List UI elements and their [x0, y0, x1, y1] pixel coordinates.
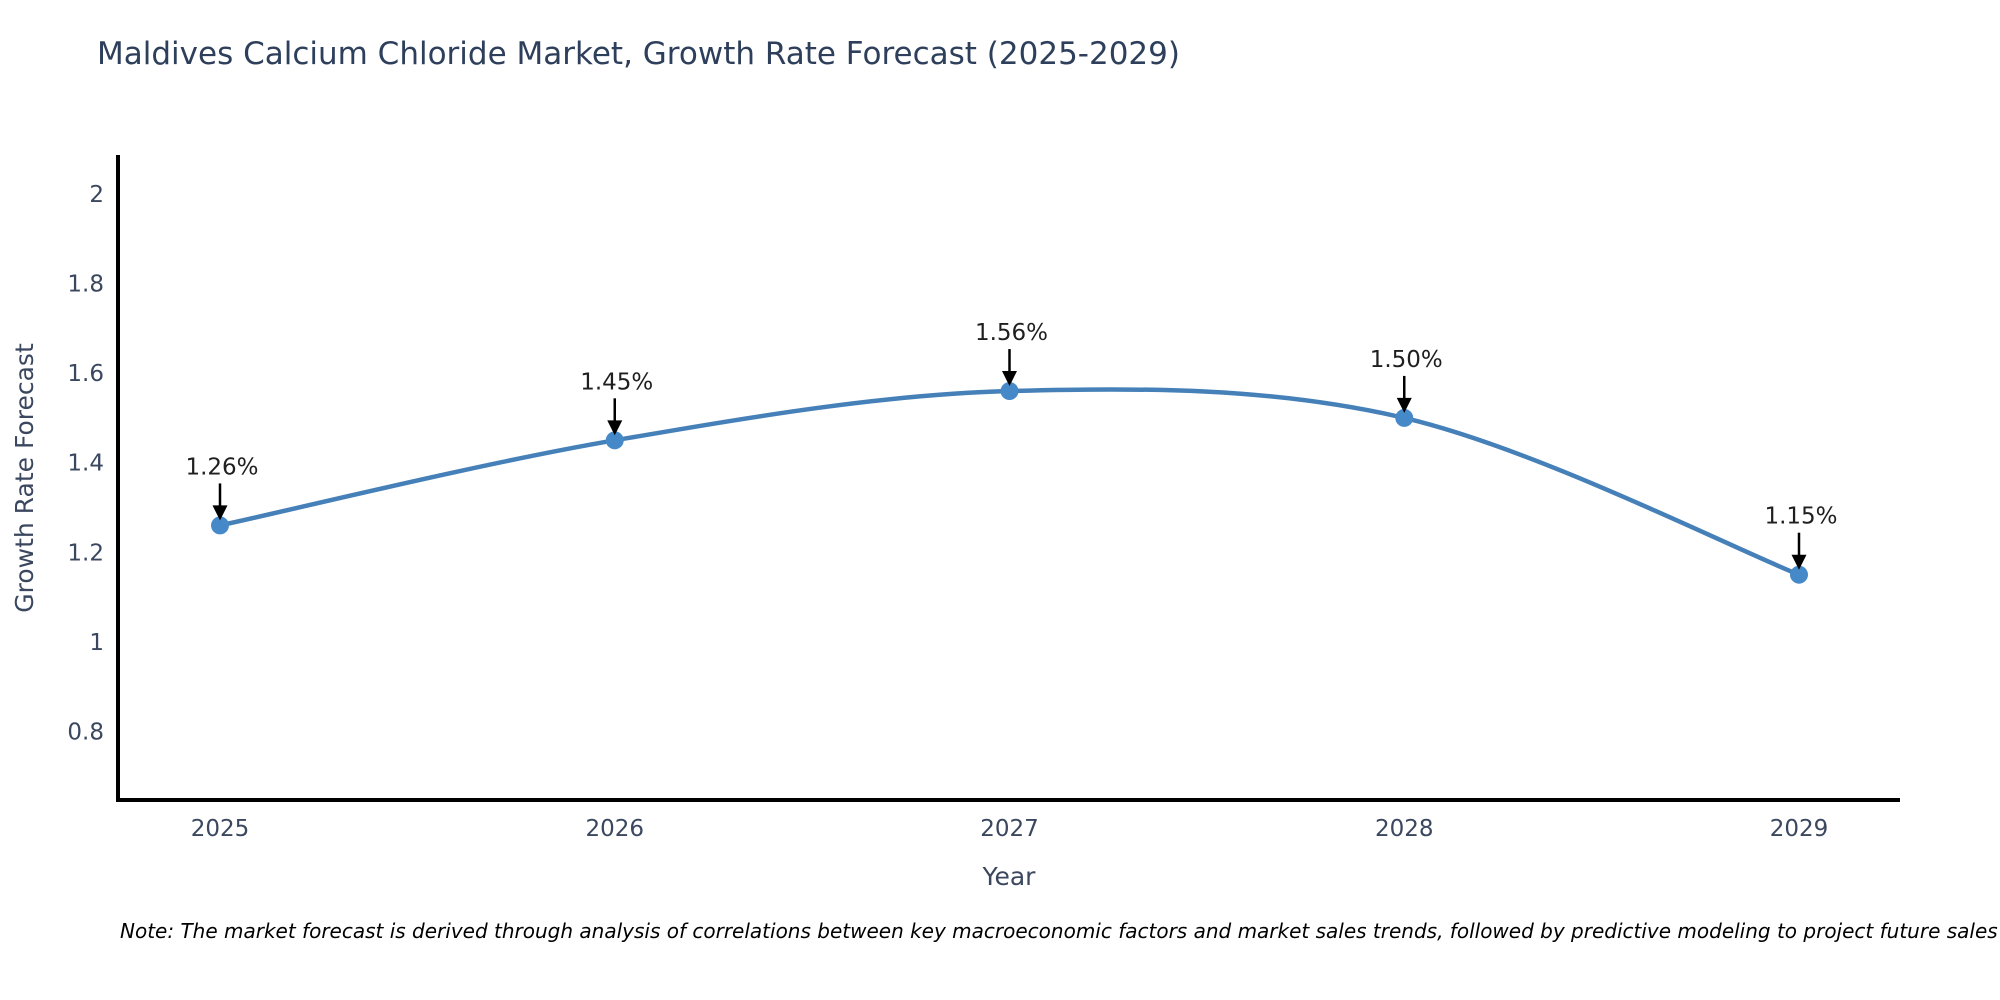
y-axis-title: Growth Rate Forecast [10, 343, 39, 613]
x-tick-label: 2029 [1770, 816, 1829, 842]
chart-note: Note: The market forecast is derived thr… [120, 919, 1998, 943]
series-layer [211, 382, 1808, 584]
data-point-marker [1000, 382, 1019, 401]
annotation-arrowhead-icon [1396, 397, 1412, 413]
data-point-marker [211, 516, 229, 535]
ticks-layer: 2 1.8 1.6 1.4 1.2 1 0.8 2025 2026 2027 2028 2029 [67, 182, 1828, 842]
chart-title: Maldives Calcium Chloride Market, Growth… [97, 36, 1180, 72]
x-tick-label: 2026 [585, 816, 644, 842]
data-point-marker [1790, 565, 1808, 584]
x-tick-label: 2028 [1375, 816, 1434, 842]
data-point-label: 1.26% [185, 454, 258, 480]
y-tick-label: 1.6 [67, 361, 104, 387]
y-tick-label: 1 [89, 630, 104, 656]
y-tick-label: 1.2 [67, 540, 104, 566]
data-point-label: 1.50% [1370, 347, 1443, 373]
annotations-layer: 1.26% 1.45% 1.56% 1.50% 1.15% [185, 320, 1838, 570]
annotation-arrowhead-icon [1791, 554, 1807, 570]
data-point-label: 1.56% [975, 320, 1048, 346]
annotation-arrowhead-icon [607, 420, 623, 436]
annotation-arrowhead-icon [212, 505, 228, 521]
x-tick-label: 2025 [191, 816, 250, 842]
axes-layer [116, 155, 1900, 802]
y-tick-label: 0.8 [67, 719, 104, 745]
annotation-arrowhead-icon [1002, 371, 1017, 387]
data-point-marker [605, 431, 624, 450]
data-point-label: 1.15% [1764, 504, 1837, 530]
x-axis-title: Year [982, 862, 1037, 891]
growth-rate-line [219, 387, 1800, 577]
y-tick-label: 2 [89, 182, 104, 208]
y-tick-label: 1.4 [67, 451, 104, 477]
data-point-label: 1.45% [580, 369, 653, 395]
x-tick-label: 2027 [980, 816, 1039, 842]
data-point-marker [1395, 408, 1414, 427]
y-tick-label: 1.8 [67, 272, 104, 298]
